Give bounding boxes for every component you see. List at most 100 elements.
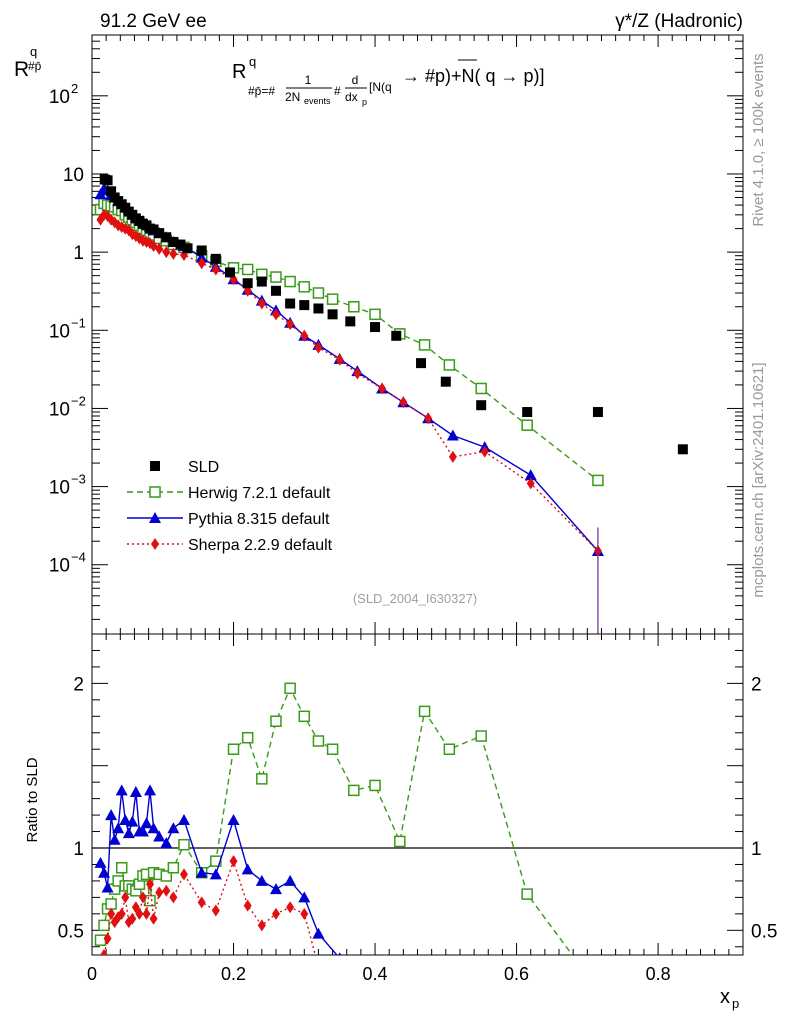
main-point — [195, 251, 208, 263]
ratio-line-sherpa — [103, 859, 317, 955]
ratio-point — [96, 957, 104, 969]
ratio-point — [210, 855, 222, 867]
x-tick-label: 0.2 — [221, 964, 246, 984]
main-point — [148, 224, 159, 235]
main-point — [300, 329, 309, 342]
main-point — [197, 257, 206, 270]
analysis-watermark: (SLD_2004_I630327) — [353, 591, 477, 606]
title-rest2: → #p)+N( q → p)] — [402, 66, 545, 86]
ratio-point — [243, 899, 252, 912]
ratio-point — [209, 868, 222, 880]
main-point — [312, 287, 325, 299]
title-rest1: [N(q — [369, 80, 392, 94]
main-point — [314, 341, 323, 354]
ratio-y-tick-label-right: 1 — [751, 839, 762, 860]
ratio-point — [146, 878, 155, 891]
y-tick-label: 10 −1 — [49, 315, 86, 342]
ratio-point — [167, 822, 180, 834]
main-point — [94, 188, 107, 200]
ratio-point — [394, 835, 406, 848]
main-point — [162, 246, 171, 259]
ratio-frame — [91, 633, 744, 956]
ratio-point — [418, 705, 431, 718]
legend-marker — [150, 461, 160, 471]
ratio-point — [144, 894, 156, 907]
main-point — [106, 186, 117, 197]
ratio-point — [443, 743, 456, 755]
ratio-point — [115, 784, 128, 796]
main-point — [298, 281, 311, 293]
y-tick-label: 10 −3 — [49, 472, 86, 499]
y-tick-label-base: 10 — [49, 399, 70, 420]
title-frac2-num: d — [352, 73, 359, 87]
y-tick-label-exp: −3 — [71, 472, 86, 487]
ratio-point — [241, 863, 254, 875]
ratio-y-tick-label: 1 — [73, 839, 84, 860]
legend-label: Pythia 8.315 default — [188, 511, 330, 528]
header-left: 91.2 GeV ee — [100, 11, 207, 32]
mcplots-label: mcplots.cern.ch [arXiv:2401.10621] — [750, 362, 767, 597]
main-point — [299, 300, 310, 311]
title-frac1-den-sub: events — [304, 96, 331, 106]
ratio-point — [298, 710, 311, 723]
main-point — [271, 308, 280, 321]
y-tick-label-base: 1 — [73, 243, 84, 264]
main-point — [446, 429, 459, 441]
y-tick-label-exp: −1 — [71, 315, 86, 330]
main-point — [242, 278, 253, 289]
main-point — [378, 382, 387, 395]
main-point — [154, 228, 165, 239]
ratio-point — [475, 730, 487, 742]
rivet-label: Rivet 4.1.0, ≥ 100k events — [750, 53, 767, 226]
ratio-point — [155, 886, 164, 899]
ratio-point — [147, 822, 160, 834]
main-title-formula: R q #p̄=# 1 2N events # d dx p [N(q → #p… — [232, 54, 545, 107]
ratio-point — [241, 731, 254, 744]
main-point — [475, 382, 487, 395]
main-point — [224, 267, 235, 278]
ratio-point — [160, 837, 173, 849]
main-point — [440, 376, 451, 387]
ratio-point — [255, 874, 268, 886]
ratio-point — [312, 735, 325, 747]
ratio-point — [284, 874, 297, 886]
ratio-point — [105, 898, 117, 910]
main-point — [257, 297, 266, 310]
x-tick-label: 0.6 — [504, 964, 529, 984]
ratio-point — [270, 715, 282, 727]
title-mid: # — [334, 84, 341, 98]
header-right: γ*/Z (Hadronic) — [615, 11, 743, 32]
main-point — [522, 407, 533, 418]
legend-marker — [149, 512, 161, 523]
ratio-point — [115, 862, 128, 874]
main-ylabel-base: R — [14, 58, 29, 81]
ratio-panel: 0 0.2 0.4 0.6 0.8 0.5 0.5 1 1 2 2 — [58, 633, 777, 984]
main-point — [416, 358, 427, 369]
xlabel-sub: p — [732, 996, 739, 1011]
ratio-point — [135, 907, 144, 920]
y-tick-label: 10 2 — [49, 81, 78, 108]
main-point — [121, 222, 130, 235]
ratio-ylabel: Ratio to SLD — [24, 757, 41, 842]
title-R: R — [232, 61, 246, 83]
main-point — [521, 419, 533, 431]
main-point — [476, 400, 487, 411]
ratio-point — [338, 952, 342, 955]
main-point — [102, 175, 113, 186]
main-point — [348, 301, 360, 313]
main-point — [313, 303, 324, 314]
ratio-point — [227, 814, 240, 826]
x-tick-label: 0.4 — [363, 964, 388, 984]
main-point — [270, 271, 282, 283]
ratio-y-tick-label: 0.5 — [58, 921, 84, 942]
main-point — [168, 236, 179, 247]
main-point — [418, 339, 431, 351]
main-ylabel-sup: q — [30, 44, 37, 59]
title-frac2-den: dx — [345, 90, 358, 104]
y-tick-label-base: 10 — [49, 556, 70, 577]
ratio-point — [128, 912, 137, 925]
ratio-point — [369, 779, 381, 792]
y-tick-label: 10 −4 — [49, 550, 86, 577]
ratio-point — [195, 866, 208, 878]
